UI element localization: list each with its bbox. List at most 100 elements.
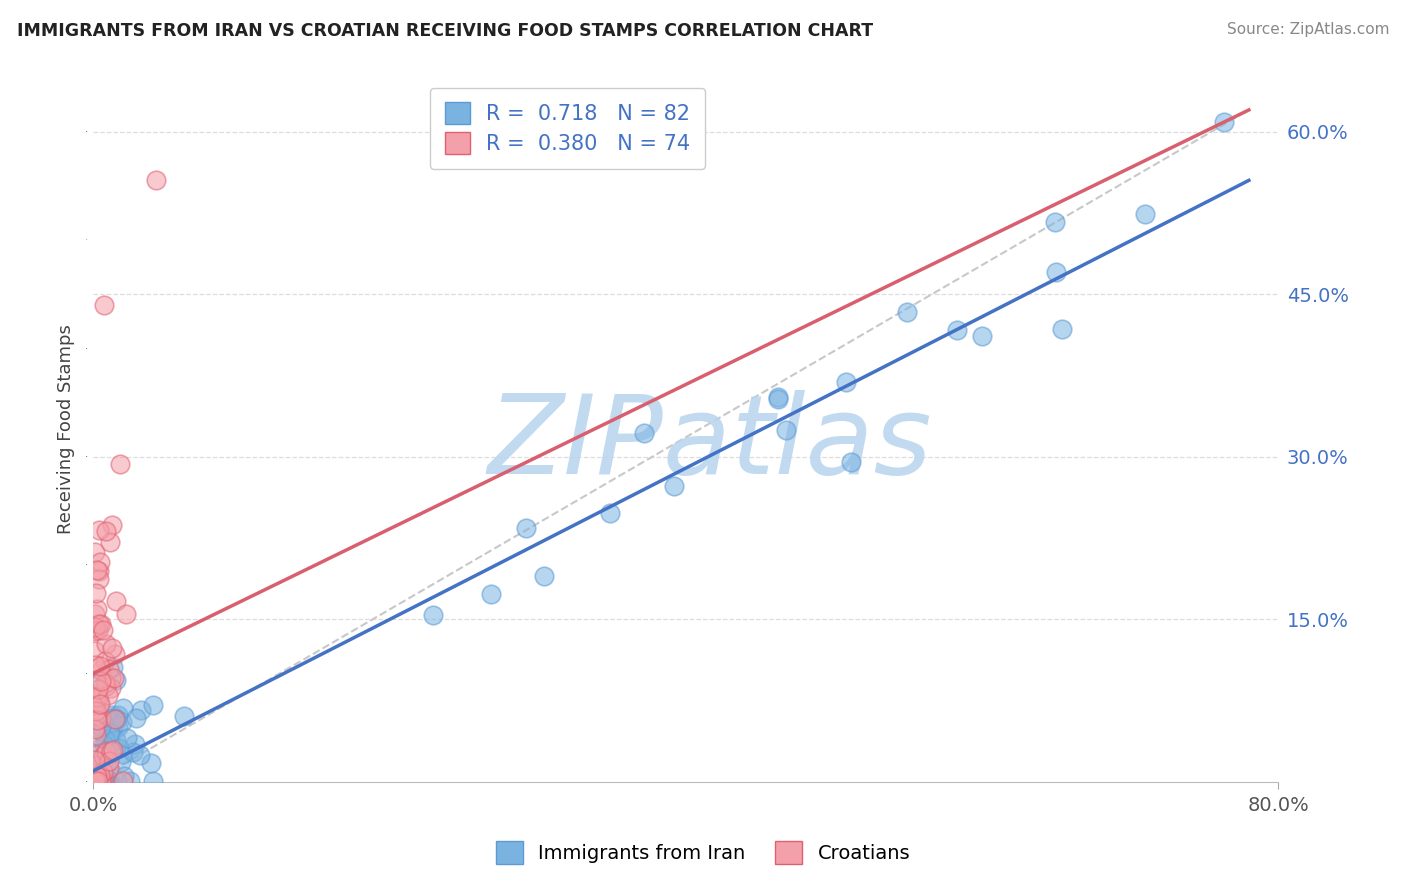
Point [87, 682, 110, 697]
Point [104, 594, 127, 608]
Point [93, 773, 115, 788]
Point [141, 756, 163, 770]
Point [111, 773, 134, 788]
Point [100, 534, 122, 549]
Point [94, 654, 117, 668]
Point [100, 744, 122, 758]
Point [89, 773, 111, 788]
Point [84, 723, 107, 737]
Point [107, 720, 129, 734]
Point [86, 773, 108, 788]
Point [145, 173, 167, 187]
Point [100, 681, 122, 695]
Point [766, 390, 789, 404]
Point [662, 479, 685, 493]
Point [83, 773, 105, 788]
Point [97, 688, 120, 702]
Point [100, 671, 122, 685]
Point [111, 701, 134, 715]
Point [86, 675, 108, 690]
Point [87, 773, 110, 788]
Point [93, 298, 115, 312]
Point [97, 754, 120, 768]
Point [87, 623, 110, 637]
Point [93, 764, 115, 779]
Point [83, 620, 105, 634]
Legend: R =  0.718   N = 82, R =  0.380   N = 74: R = 0.718 N = 82, R = 0.380 N = 74 [430, 87, 704, 169]
Point [103, 647, 125, 661]
Point [96, 524, 118, 538]
Point [86, 770, 108, 784]
Point [104, 712, 127, 726]
Point [89, 773, 111, 788]
Point [479, 587, 502, 601]
Point [89, 658, 111, 673]
Point [835, 375, 858, 389]
Text: IMMIGRANTS FROM IRAN VS CROATIAN RECEIVING FOOD STAMPS CORRELATION CHART: IMMIGRANTS FROM IRAN VS CROATIAN RECEIVI… [17, 22, 873, 40]
Point [104, 712, 127, 726]
Point [86, 769, 108, 783]
Point [83, 762, 105, 776]
Point [93, 773, 115, 788]
Point [86, 690, 108, 705]
Point [83, 773, 105, 788]
Point [96, 745, 118, 759]
Point [98, 726, 121, 740]
Point [839, 455, 862, 469]
Point [86, 690, 108, 704]
Point [108, 741, 131, 756]
Point [98, 773, 121, 788]
Point [87, 698, 110, 712]
Point [86, 758, 108, 772]
Point [89, 698, 111, 712]
Point [173, 709, 195, 723]
Point [84, 747, 107, 762]
Point [89, 723, 111, 738]
Point [84, 720, 107, 734]
Point [105, 713, 128, 727]
Point [87, 564, 110, 578]
Point [599, 506, 621, 520]
Point [86, 773, 108, 788]
Point [90, 721, 112, 735]
Point [84, 624, 107, 638]
Point [93, 739, 115, 753]
Point [90, 617, 112, 632]
Point [90, 711, 112, 725]
Point [84, 773, 107, 788]
Point [129, 748, 152, 763]
Point [87, 742, 110, 756]
Point [83, 644, 105, 658]
Point [142, 773, 165, 788]
Point [112, 769, 135, 783]
Point [93, 773, 115, 788]
Point [90, 773, 112, 788]
Point [101, 707, 124, 722]
Point [87, 690, 110, 705]
Point [129, 703, 152, 717]
Point [104, 673, 127, 688]
Point [101, 743, 124, 757]
Point [96, 679, 118, 693]
Point [118, 773, 141, 788]
Point [86, 763, 108, 777]
Point [96, 750, 118, 764]
Point [101, 641, 124, 656]
Point [89, 555, 111, 569]
Point [83, 658, 105, 673]
Point [83, 607, 105, 621]
Point [97, 762, 120, 776]
Point [633, 425, 655, 440]
Text: ZIPatlas: ZIPatlas [488, 390, 932, 497]
Point [1050, 322, 1073, 336]
Legend: Immigrants from Iran, Croatians: Immigrants from Iran, Croatians [488, 833, 918, 871]
Point [87, 692, 110, 706]
Point [1133, 207, 1156, 221]
Point [87, 773, 110, 788]
Point [84, 773, 107, 788]
Point [515, 521, 537, 535]
Point [83, 773, 105, 788]
Point [83, 773, 105, 788]
Point [101, 517, 124, 532]
Text: Source: ZipAtlas.com: Source: ZipAtlas.com [1226, 22, 1389, 37]
